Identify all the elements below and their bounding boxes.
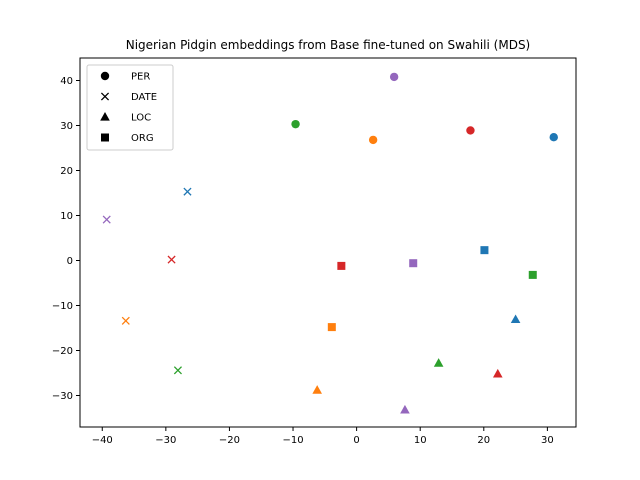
point-per-circle <box>368 135 378 145</box>
chart-title: Nigerian Pidgin embeddings from Base fin… <box>126 38 531 52</box>
x-tick-label: 30 <box>541 435 554 446</box>
point-date-x <box>167 255 176 264</box>
legend-label: PER <box>131 72 150 83</box>
point-loc-triangle <box>510 314 521 324</box>
point-date-x <box>121 316 130 325</box>
y-tick-label: 20 <box>60 166 73 177</box>
point-org-square <box>337 261 346 270</box>
legend: PER DATE LOC ORG <box>86 64 174 151</box>
point-org-square <box>409 259 418 268</box>
legend-marker-square <box>101 133 109 142</box>
legend-marker-circle <box>100 71 110 81</box>
x-tick-label: 10 <box>414 435 427 446</box>
point-org-square <box>480 246 489 255</box>
x-tick-label: −20 <box>219 435 240 446</box>
y-tick-label: −20 <box>52 346 73 357</box>
y-tick-label: −30 <box>52 391 73 402</box>
y-tick-label: −10 <box>52 301 73 312</box>
point-loc-triangle <box>492 368 503 378</box>
point-per-circle <box>466 126 475 135</box>
point-date-x <box>173 366 182 375</box>
point-per-circle <box>549 133 558 142</box>
point-org-square <box>327 323 336 332</box>
legend-marker-x <box>100 92 110 101</box>
point-loc-triangle <box>433 358 444 367</box>
x-tick-label: −10 <box>282 435 303 446</box>
y-tick-label: 40 <box>60 76 73 87</box>
point-org-square <box>528 270 537 279</box>
x-axis-ticks: −40 −30 −20 −10 0 10 20 30 <box>92 427 554 446</box>
point-loc-triangle <box>312 385 322 394</box>
x-tick-label: −40 <box>92 435 113 446</box>
x-tick-label: 0 <box>353 435 359 446</box>
data-points <box>102 72 558 414</box>
y-tick-label: 30 <box>60 121 73 132</box>
legend-label: LOC <box>131 113 151 124</box>
plot-frame <box>79 57 577 428</box>
point-loc-triangle <box>400 404 410 414</box>
point-date-x <box>183 187 192 196</box>
y-tick-label: 0 <box>67 256 73 267</box>
x-tick-label: −30 <box>155 435 176 446</box>
point-per-circle <box>389 72 399 82</box>
legend-marker-triangle <box>100 112 110 121</box>
y-tick-label: 10 <box>60 211 73 222</box>
point-date-x <box>102 215 111 224</box>
legend-label: DATE <box>131 92 157 103</box>
point-per-circle <box>291 119 300 129</box>
legend-box <box>86 64 174 151</box>
x-tick-label: 20 <box>477 435 490 446</box>
y-axis-ticks: −30 −20 −10 0 10 20 30 40 <box>52 76 80 402</box>
legend-label: ORG <box>131 133 154 144</box>
